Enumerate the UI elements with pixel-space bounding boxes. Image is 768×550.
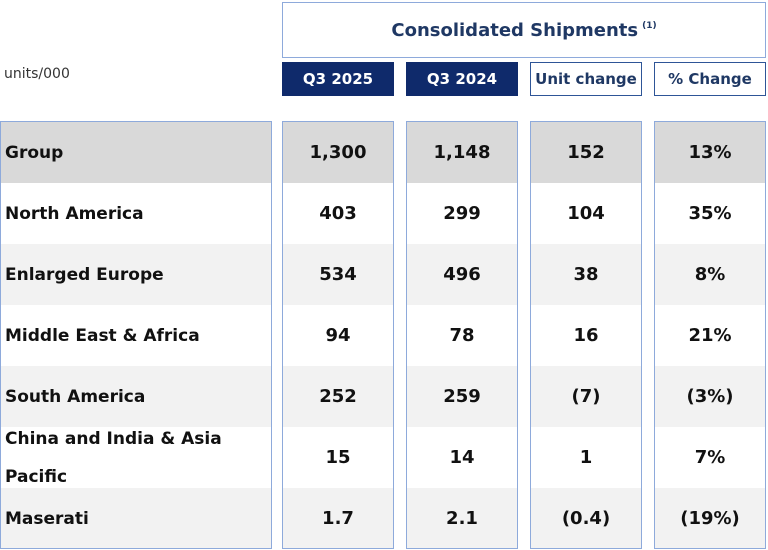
table-cell: 104 bbox=[530, 183, 642, 244]
row-label: North America bbox=[0, 183, 272, 244]
table-cell: 403 bbox=[282, 183, 394, 244]
column-border bbox=[282, 121, 394, 549]
title-text: Consolidated Shipments bbox=[391, 19, 639, 41]
table-title: Consolidated Shipments (1) bbox=[282, 2, 766, 58]
table-cell: 534 bbox=[282, 244, 394, 305]
column-border bbox=[0, 121, 272, 549]
row-label: Enlarged Europe bbox=[0, 244, 272, 305]
table-cell: 1,300 bbox=[282, 122, 394, 183]
table-cell: 38 bbox=[530, 244, 642, 305]
column-header: % Change bbox=[654, 62, 766, 96]
table-cell: (3%) bbox=[654, 366, 766, 427]
row-label: Middle East & Africa bbox=[0, 305, 272, 366]
table-cell: (0.4) bbox=[530, 488, 642, 549]
column-border bbox=[654, 121, 766, 549]
table-cell: 2.1 bbox=[406, 488, 518, 549]
table-cell: 35% bbox=[654, 183, 766, 244]
table-cell: (7) bbox=[530, 366, 642, 427]
table-cell: 259 bbox=[406, 366, 518, 427]
table-cell: 1,148 bbox=[406, 122, 518, 183]
table-cell: 13% bbox=[654, 122, 766, 183]
column-header: Q3 2025 bbox=[282, 62, 394, 96]
table-cell: 299 bbox=[406, 183, 518, 244]
column-border bbox=[530, 121, 642, 549]
row-label: Group bbox=[0, 122, 272, 183]
table-cell: 78 bbox=[406, 305, 518, 366]
table-cell: 7% bbox=[654, 427, 766, 488]
row-label: South America bbox=[0, 366, 272, 427]
column-header: Q3 2024 bbox=[406, 62, 518, 96]
units-label: units/000 bbox=[4, 66, 70, 82]
table-cell: 14 bbox=[406, 427, 518, 488]
footnote: (1) bbox=[642, 21, 657, 31]
table-cell: 1.7 bbox=[282, 488, 394, 549]
table-cell: 252 bbox=[282, 366, 394, 427]
table-cell: (19%) bbox=[654, 488, 766, 549]
table-cell: 8% bbox=[654, 244, 766, 305]
column-header: Unit change bbox=[530, 62, 642, 96]
table-cell: 1 bbox=[530, 427, 642, 488]
table-cell: 152 bbox=[530, 122, 642, 183]
table-cell: 16 bbox=[530, 305, 642, 366]
table-cell: 15 bbox=[282, 427, 394, 488]
column-border bbox=[406, 121, 518, 549]
table-cell: 94 bbox=[282, 305, 394, 366]
row-label: China and India & Asia Pacific bbox=[0, 427, 272, 488]
row-label: Maserati bbox=[0, 488, 272, 549]
table-cell: 496 bbox=[406, 244, 518, 305]
table-cell: 21% bbox=[654, 305, 766, 366]
